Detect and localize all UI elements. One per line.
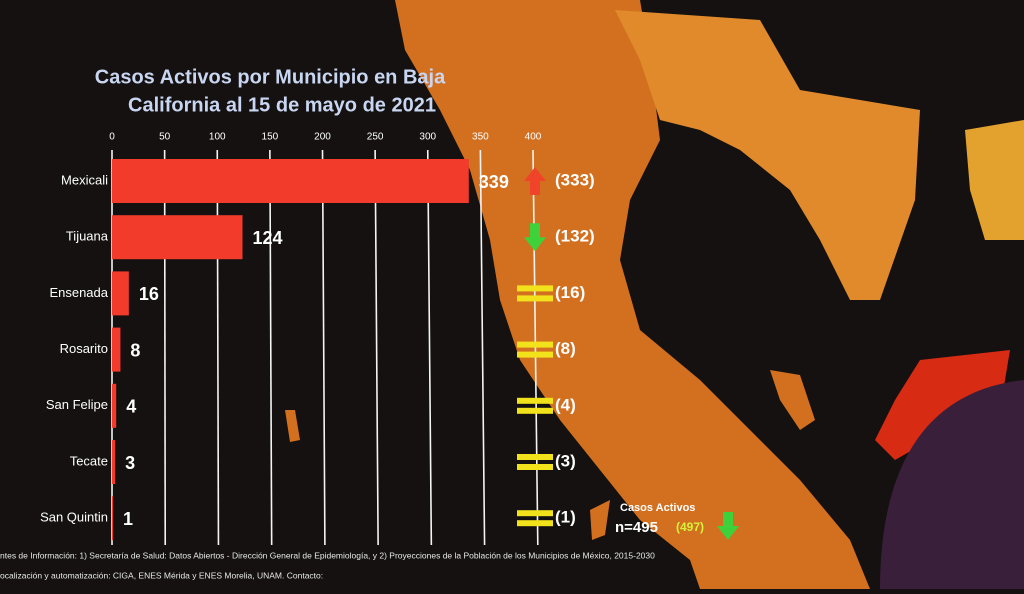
chart-title: Casos Activos por Municipio en Baja <box>95 66 446 88</box>
bar <box>112 159 469 203</box>
trend-arrow <box>517 285 553 302</box>
trend-arrow <box>517 454 553 470</box>
total-arrow <box>717 512 739 540</box>
grid-line <box>426 149 433 546</box>
data-label: 4 <box>126 397 136 417</box>
y-tick-label: Mexicali <box>61 172 108 187</box>
bar <box>112 496 114 541</box>
trend-arrow <box>517 341 553 358</box>
trend-arrow <box>524 223 546 252</box>
bar <box>112 271 129 316</box>
y-tick-label: Tijuana <box>66 229 109 244</box>
chart-title: California al 15 de mayo de 2021 <box>128 94 436 116</box>
x-tick-label: 400 <box>525 132 542 143</box>
y-tick-label: San Felipe <box>46 397 108 412</box>
bar <box>112 327 121 372</box>
grid-line <box>374 149 379 546</box>
y-tick-label: Tecate <box>70 453 108 468</box>
trend-arrow <box>517 510 553 527</box>
grid-line <box>479 149 486 546</box>
previous-label: (1) <box>555 508 576 527</box>
data-label: 16 <box>139 284 159 304</box>
y-tick-label: Ensenada <box>49 285 108 300</box>
data-label: 1 <box>123 509 133 529</box>
footer: ntes de Información: 1) Secretaría de Sa… <box>0 550 655 560</box>
x-tick-label: 150 <box>262 132 279 143</box>
grid-line <box>269 149 273 546</box>
previous-label: (132) <box>555 227 595 246</box>
x-tick-label: 300 <box>419 132 436 143</box>
total-value: n=495 <box>615 519 658 536</box>
x-tick-label: 200 <box>314 132 331 143</box>
previous-label: (333) <box>555 170 595 189</box>
y-tick-label: San Quintin <box>40 510 108 525</box>
previous-label: (3) <box>555 451 576 470</box>
x-tick-label: 50 <box>159 132 171 143</box>
grid-line <box>163 149 167 546</box>
trend-arrow <box>524 167 546 195</box>
total-previous: (497) <box>676 520 704 534</box>
previous-label: (16) <box>555 283 585 302</box>
x-tick-label: 100 <box>209 132 226 143</box>
grid-line <box>321 149 326 546</box>
total-label: Casos Activos <box>620 502 695 514</box>
x-tick-label: 0 <box>109 132 115 143</box>
bar <box>112 440 116 484</box>
x-tick-label: 250 <box>367 132 384 143</box>
previous-label: (8) <box>555 339 576 358</box>
data-label: 124 <box>253 228 283 248</box>
trend-arrow <box>517 397 553 414</box>
data-label: 3 <box>125 453 135 473</box>
data-label: 8 <box>130 340 140 360</box>
bar <box>112 383 117 428</box>
bar <box>112 215 243 260</box>
footer: ocalización y automatización: CIGA, ENES… <box>0 570 323 580</box>
y-tick-label: Rosarito <box>60 341 108 356</box>
x-tick-label: 350 <box>472 132 489 143</box>
previous-label: (4) <box>555 395 576 414</box>
data-label: 339 <box>479 172 509 192</box>
